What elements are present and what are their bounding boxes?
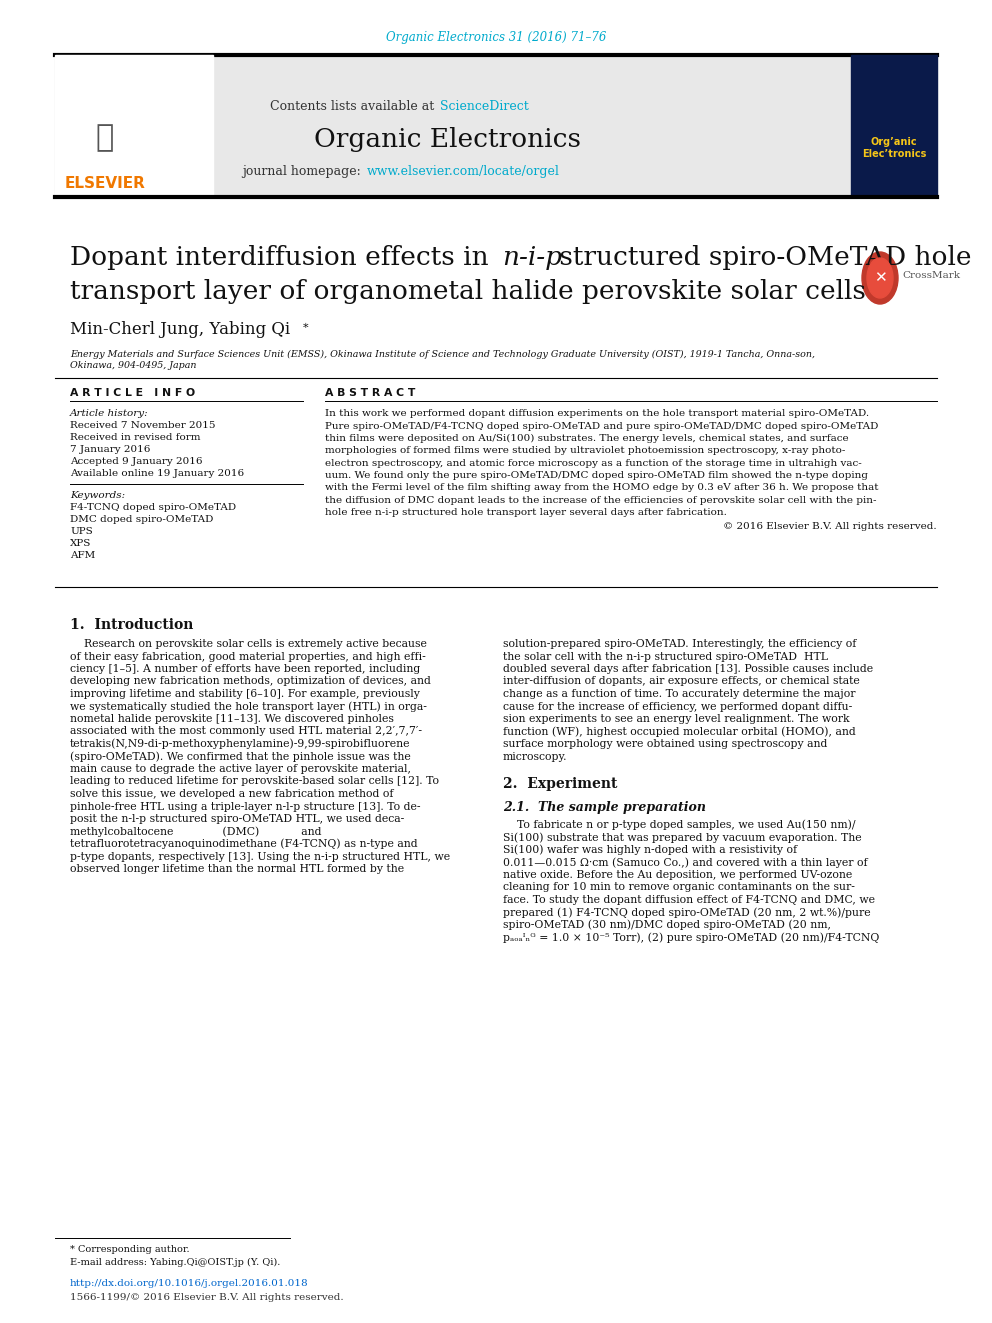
Text: structured spiro-OMeTAD hole: structured spiro-OMeTAD hole	[551, 245, 971, 270]
Bar	[55, 56, 850, 194]
Text: E-mail address: Yabing.Qi@OIST.jp (Y. Qi).: E-mail address: Yabing.Qi@OIST.jp (Y. Qi…	[70, 1257, 281, 1266]
Text: with the Fermi level of the film shifting away from the HOMO edge by 0.3 eV afte: with the Fermi level of the film shiftin…	[325, 483, 879, 492]
Text: function (WF), highest occupied molecular orbital (HOMO), and: function (WF), highest occupied molecula…	[503, 726, 856, 737]
Text: methylcobaltocene              (DMC)            and: methylcobaltocene (DMC) and	[70, 827, 321, 836]
Text: Research on perovskite solar cells is extremely active because: Research on perovskite solar cells is ex…	[70, 639, 427, 650]
Text: Available online 19 January 2016: Available online 19 January 2016	[70, 470, 244, 479]
Text: hole free n-i-p structured hole transport layer several days after fabrication.: hole free n-i-p structured hole transpor…	[325, 508, 727, 517]
Text: transport layer of organometal halide perovskite solar cells: transport layer of organometal halide pe…	[70, 279, 866, 304]
Text: tetrakis(N,N9-di-p-methoxyphenylamine)-9,99-spirobifluorene: tetrakis(N,N9-di-p-methoxyphenylamine)-9…	[70, 738, 411, 749]
Text: we systematically studied the hole transport layer (HTL) in orga-: we systematically studied the hole trans…	[70, 701, 427, 712]
Text: © 2016 Elsevier B.V. All rights reserved.: © 2016 Elsevier B.V. All rights reserved…	[723, 523, 937, 532]
Text: thin films were deposited on Au/Si(100) substrates. The energy levels, chemical : thin films were deposited on Au/Si(100) …	[325, 434, 848, 443]
Text: AFM: AFM	[70, 552, 95, 561]
Text: the solar cell with the n-i-p structured spiro-OMeTAD  HTL: the solar cell with the n-i-p structured…	[503, 651, 828, 662]
Text: ciency [1–5]. A number of efforts have been reported, including: ciency [1–5]. A number of efforts have b…	[70, 664, 421, 673]
Text: To fabricate n or p-type doped samples, we used Au(150 nm)/: To fabricate n or p-type doped samples, …	[503, 820, 855, 831]
Text: 1566-1199/© 2016 Elsevier B.V. All rights reserved.: 1566-1199/© 2016 Elsevier B.V. All right…	[70, 1294, 343, 1303]
Text: journal homepage:: journal homepage:	[242, 165, 365, 179]
Text: 🌳: 🌳	[96, 123, 114, 152]
Text: A B S T R A C T: A B S T R A C T	[325, 388, 416, 398]
Text: face. To study the dopant diffusion effect of F4-TCNQ and DMC, we: face. To study the dopant diffusion effe…	[503, 894, 875, 905]
Text: Organic Electronics 31 (2016) 71–76: Organic Electronics 31 (2016) 71–76	[386, 32, 606, 45]
Text: solution-prepared spiro-OMeTAD. Interestingly, the efficiency of: solution-prepared spiro-OMeTAD. Interest…	[503, 639, 856, 650]
Text: improving lifetime and stability [6–10]. For example, previously: improving lifetime and stability [6–10].…	[70, 689, 420, 699]
Text: Okinawa, 904-0495, Japan: Okinawa, 904-0495, Japan	[70, 361, 196, 370]
Text: UPS: UPS	[70, 528, 92, 537]
Text: cleaning for 10 min to remove organic contaminants on the sur-: cleaning for 10 min to remove organic co…	[503, 882, 855, 893]
Text: Org’anic
Elec’tronics: Org’anic Elec’tronics	[862, 138, 927, 159]
Text: pₐₒₐᴵₙᴳ = 1.0 × 10⁻⁵ Torr), (2) pure spiro-OMeTAD (20 nm)/F4-TCNQ: pₐₒₐᴵₙᴳ = 1.0 × 10⁻⁵ Torr), (2) pure spi…	[503, 933, 879, 943]
Text: Keywords:: Keywords:	[70, 492, 125, 500]
Text: In this work we performed dopant diffusion experiments on the hole transport mat: In this work we performed dopant diffusi…	[325, 410, 869, 418]
Text: 2.  Experiment: 2. Experiment	[503, 777, 617, 791]
Text: Received in revised form: Received in revised form	[70, 434, 200, 442]
Text: associated with the most commonly used HTL material 2,2′,7,7′-: associated with the most commonly used H…	[70, 726, 422, 737]
Text: Contents lists available at: Contents lists available at	[270, 101, 438, 114]
Text: Accepted 9 January 2016: Accepted 9 January 2016	[70, 458, 202, 467]
Text: morphologies of formed films were studied by ultraviolet photoemission spectrosc: morphologies of formed films were studie…	[325, 446, 845, 455]
Text: leading to reduced lifetime for perovskite-based solar cells [12]. To: leading to reduced lifetime for perovski…	[70, 777, 439, 786]
Ellipse shape	[867, 258, 893, 298]
Text: p-type dopants, respectively [13]. Using the n-i-p structured HTL, we: p-type dopants, respectively [13]. Using…	[70, 852, 450, 861]
Text: developing new fabrication methods, optimization of devices, and: developing new fabrication methods, opti…	[70, 676, 431, 687]
Text: inter-diffusion of dopants, air exposure effects, or chemical state: inter-diffusion of dopants, air exposure…	[503, 676, 860, 687]
Text: cause for the increase of efficiency, we performed dopant diffu-: cause for the increase of efficiency, we…	[503, 701, 852, 712]
Text: DMC doped spiro-OMeTAD: DMC doped spiro-OMeTAD	[70, 516, 213, 524]
Bar	[851, 56, 937, 194]
Text: of their easy fabrication, good material properties, and high effi-: of their easy fabrication, good material…	[70, 651, 426, 662]
Ellipse shape	[862, 251, 898, 304]
Text: * Corresponding author.: * Corresponding author.	[70, 1245, 189, 1254]
Text: ScienceDirect: ScienceDirect	[440, 101, 529, 114]
Text: Article history:: Article history:	[70, 409, 149, 418]
Text: prepared (1) F4-TCNQ doped spiro-OMeTAD (20 nm, 2 wt.%)/pure: prepared (1) F4-TCNQ doped spiro-OMeTAD …	[503, 908, 871, 918]
Text: main cause to degrade the active layer of perovskite material,: main cause to degrade the active layer o…	[70, 763, 411, 774]
Text: the diffusion of DMC dopant leads to the increase of the efficiencies of perovsk: the diffusion of DMC dopant leads to the…	[325, 496, 877, 504]
Text: doubled several days after fabrication [13]. Possible causes include: doubled several days after fabrication […	[503, 664, 873, 673]
Text: tetrafluorotetracyanoquinodimethane (F4-TCNQ) as n-type and: tetrafluorotetracyanoquinodimethane (F4-…	[70, 839, 418, 849]
Text: pinhole-free HTL using a triple-layer n-l-p structure [13]. To de-: pinhole-free HTL using a triple-layer n-…	[70, 802, 421, 811]
Text: surface morphology were obtained using spectroscopy and: surface morphology were obtained using s…	[503, 740, 827, 749]
Text: A R T I C L E   I N F O: A R T I C L E I N F O	[70, 388, 195, 398]
Text: observed longer lifetime than the normal HTL formed by the: observed longer lifetime than the normal…	[70, 864, 404, 875]
Bar	[55, 56, 213, 194]
Text: nometal halide perovskite [11–13]. We discovered pinholes: nometal halide perovskite [11–13]. We di…	[70, 714, 394, 724]
Text: electron spectroscopy, and atomic force microscopy as a function of the storage : electron spectroscopy, and atomic force …	[325, 459, 862, 468]
Text: Pure spiro-OMeTAD/F4-TCNQ doped spiro-OMeTAD and pure spiro-OMeTAD/DMC doped spi: Pure spiro-OMeTAD/F4-TCNQ doped spiro-OM…	[325, 422, 878, 431]
Text: n-i-p: n-i-p	[502, 245, 562, 270]
Text: change as a function of time. To accurately determine the major: change as a function of time. To accurat…	[503, 689, 855, 699]
Text: solve this issue, we developed a new fabrication method of: solve this issue, we developed a new fab…	[70, 789, 394, 799]
Text: microscopy.: microscopy.	[503, 751, 567, 762]
Text: Si(100) wafer was highly n-doped with a resistivity of: Si(100) wafer was highly n-doped with a …	[503, 844, 798, 855]
Text: CrossMark: CrossMark	[902, 271, 960, 280]
Text: Min-Cherl Jung, Yabing Qi: Min-Cherl Jung, Yabing Qi	[70, 321, 290, 339]
Text: 0.011—0.015 Ω·cm (Samuco Co.,) and covered with a thin layer of: 0.011—0.015 Ω·cm (Samuco Co.,) and cover…	[503, 857, 868, 868]
Text: uum. We found only the pure spiro-OMeTAD/DMC doped spiro-OMeTAD film showed the : uum. We found only the pure spiro-OMeTAD…	[325, 471, 868, 480]
Text: http://dx.doi.org/10.1016/j.orgel.2016.01.018: http://dx.doi.org/10.1016/j.orgel.2016.0…	[70, 1278, 309, 1287]
Text: posit the n-l-p structured spiro-OMeTAD HTL, we used deca-: posit the n-l-p structured spiro-OMeTAD …	[70, 814, 405, 824]
Text: 1.  Introduction: 1. Introduction	[70, 618, 193, 632]
Text: Organic Electronics: Organic Electronics	[314, 127, 581, 152]
Text: Dopant interdiffusion effects in: Dopant interdiffusion effects in	[70, 245, 497, 270]
Text: sion experiments to see an energy level realignment. The work: sion experiments to see an energy level …	[503, 714, 849, 724]
Text: XPS: XPS	[70, 540, 91, 549]
Text: www.elsevier.com/locate/orgel: www.elsevier.com/locate/orgel	[367, 165, 559, 179]
Text: ⁎: ⁎	[303, 320, 309, 329]
Text: Energy Materials and Surface Sciences Unit (EMSS), Okinawa Institute of Science : Energy Materials and Surface Sciences Un…	[70, 349, 815, 359]
Text: Received 7 November 2015: Received 7 November 2015	[70, 422, 215, 430]
Text: spiro-OMeTAD (30 nm)/DMC doped spiro-OMeTAD (20 nm,: spiro-OMeTAD (30 nm)/DMC doped spiro-OMe…	[503, 919, 831, 930]
Text: ELSEVIER: ELSEVIER	[64, 176, 146, 191]
Text: 7 January 2016: 7 January 2016	[70, 446, 151, 455]
Text: F4-TCNQ doped spiro-OMeTAD: F4-TCNQ doped spiro-OMeTAD	[70, 504, 236, 512]
Text: ✕: ✕	[874, 270, 887, 286]
Text: 2.1.  The sample preparation: 2.1. The sample preparation	[503, 802, 706, 815]
Text: (spiro-OMeTAD). We confirmed that the pinhole issue was the: (spiro-OMeTAD). We confirmed that the pi…	[70, 751, 411, 762]
Text: native oxide. Before the Au deposition, we performed UV-ozone: native oxide. Before the Au deposition, …	[503, 871, 852, 880]
Text: Si(100) substrate that was prepared by vacuum evaporation. The: Si(100) substrate that was prepared by v…	[503, 832, 862, 843]
